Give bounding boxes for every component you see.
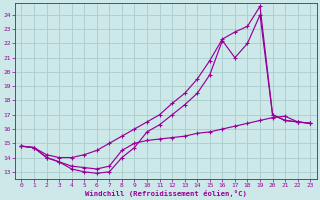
X-axis label: Windchill (Refroidissement éolien,°C): Windchill (Refroidissement éolien,°C) (85, 190, 247, 197)
